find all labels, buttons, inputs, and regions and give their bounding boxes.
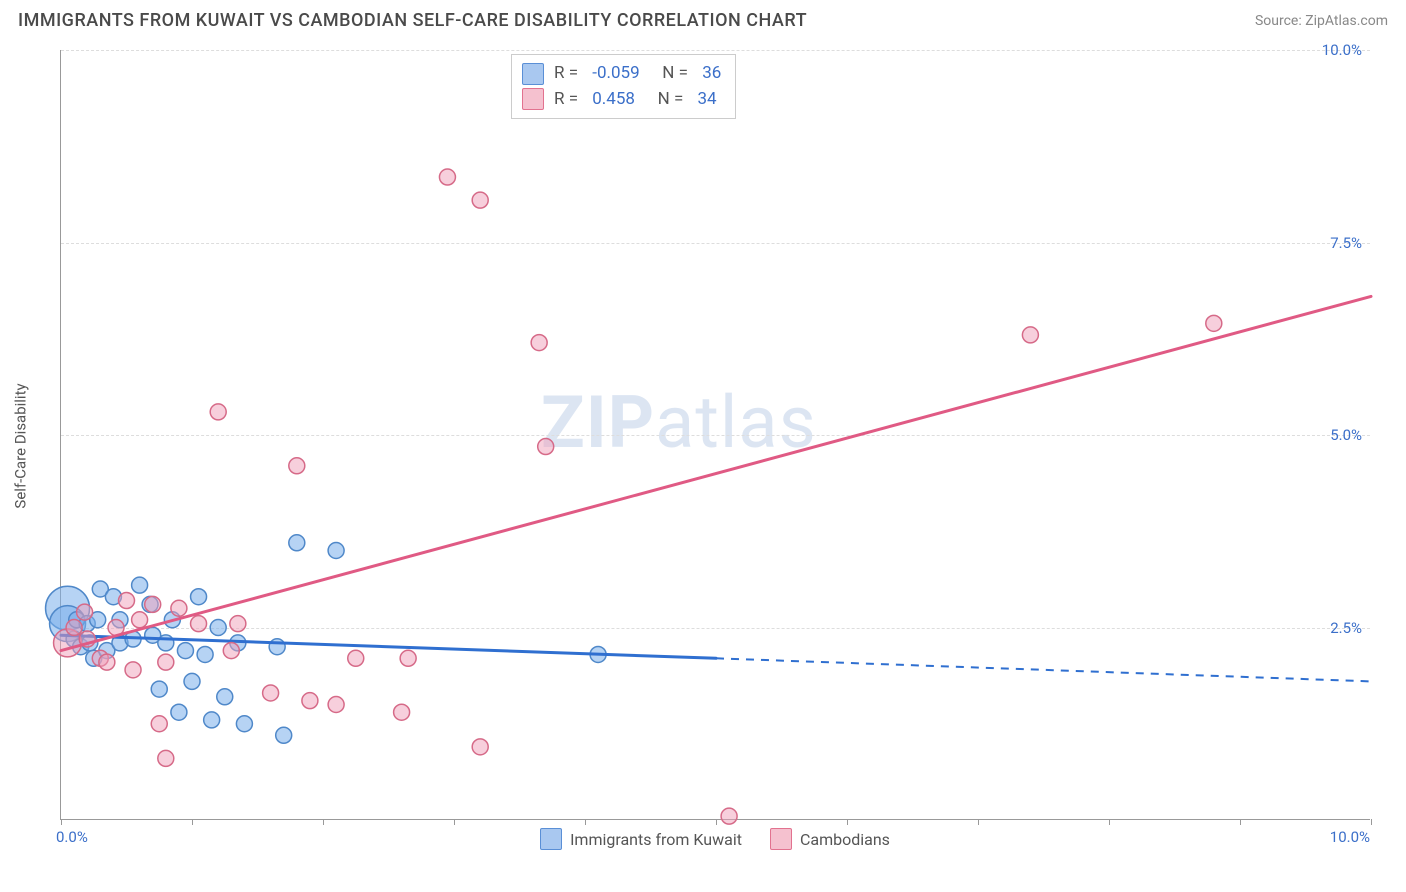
y-tick-label: 2.5% [1330, 619, 1362, 637]
x-tick [192, 819, 193, 825]
data-point [276, 727, 292, 743]
x-tick [454, 819, 455, 825]
data-point [191, 616, 207, 632]
data-point [328, 543, 344, 559]
x-tick [585, 819, 586, 825]
data-point [171, 704, 187, 720]
data-point [119, 593, 135, 609]
data-point [328, 697, 344, 713]
stat-legend-row: R = -0.059 N = 36 [522, 61, 721, 87]
x-tick [323, 819, 324, 825]
data-point [472, 192, 488, 208]
data-point [158, 654, 174, 670]
series-legend-label: Cambodians [800, 830, 890, 849]
data-point [125, 662, 141, 678]
x-tick [1371, 819, 1372, 825]
data-point [197, 646, 213, 662]
legend-swatch [540, 828, 562, 850]
stat-legend: R = -0.059 N = 36R = 0.458 N = 34 [511, 54, 736, 119]
legend-swatch [522, 63, 544, 85]
data-point [230, 616, 246, 632]
data-point [217, 689, 233, 705]
y-axis-label: Self-Care Disability [12, 383, 30, 508]
data-point [151, 716, 167, 732]
series-legend-item: Immigrants from Kuwait [540, 828, 742, 850]
data-point [191, 589, 207, 605]
y-tick-label: 7.5% [1330, 234, 1362, 252]
chart-title: IMMIGRANTS FROM KUWAIT VS CAMBODIAN SELF… [18, 10, 807, 31]
data-point [132, 612, 148, 628]
data-point [77, 604, 93, 620]
data-point [472, 739, 488, 755]
data-point [348, 650, 364, 666]
data-point [151, 681, 167, 697]
data-point [236, 716, 252, 732]
data-point [66, 620, 82, 636]
data-point [210, 620, 226, 636]
series-legend: Immigrants from Kuwait Cambodians [60, 828, 1370, 854]
data-point [721, 808, 737, 824]
data-point [132, 577, 148, 593]
data-point [439, 169, 455, 185]
data-point [177, 643, 193, 659]
data-point [204, 712, 220, 728]
legend-swatch [770, 828, 792, 850]
x-tick [847, 819, 848, 825]
data-point [145, 596, 161, 612]
series-legend-label: Immigrants from Kuwait [570, 830, 742, 849]
x-tick [1240, 819, 1241, 825]
data-point [171, 600, 187, 616]
data-point [531, 335, 547, 351]
source-label: Source: ZipAtlas.com [1255, 13, 1388, 29]
data-point [184, 673, 200, 689]
legend-swatch [522, 88, 544, 110]
data-point [289, 458, 305, 474]
data-point [394, 704, 410, 720]
regression-line-extrapolated [716, 658, 1371, 681]
x-tick [1109, 819, 1110, 825]
data-point [302, 693, 318, 709]
data-point [99, 654, 115, 670]
data-point [223, 643, 239, 659]
data-point [1206, 315, 1222, 331]
data-point [538, 439, 554, 455]
data-point [400, 650, 416, 666]
data-point [158, 750, 174, 766]
regression-line [61, 296, 1371, 650]
series-legend-item: Cambodians [770, 828, 890, 850]
x-tick [978, 819, 979, 825]
data-point [263, 685, 279, 701]
x-tick [61, 819, 62, 825]
stat-legend-row: R = 0.458 N = 34 [522, 87, 721, 113]
y-tick-label: 10.0% [1322, 41, 1362, 59]
data-point [1022, 327, 1038, 343]
chart-plot-area: ZIPatlas R = -0.059 N = 36R = 0.458 N = … [60, 50, 1370, 820]
data-point [210, 404, 226, 420]
x-tick [716, 819, 717, 825]
data-point [289, 535, 305, 551]
y-tick-label: 5.0% [1330, 426, 1362, 444]
